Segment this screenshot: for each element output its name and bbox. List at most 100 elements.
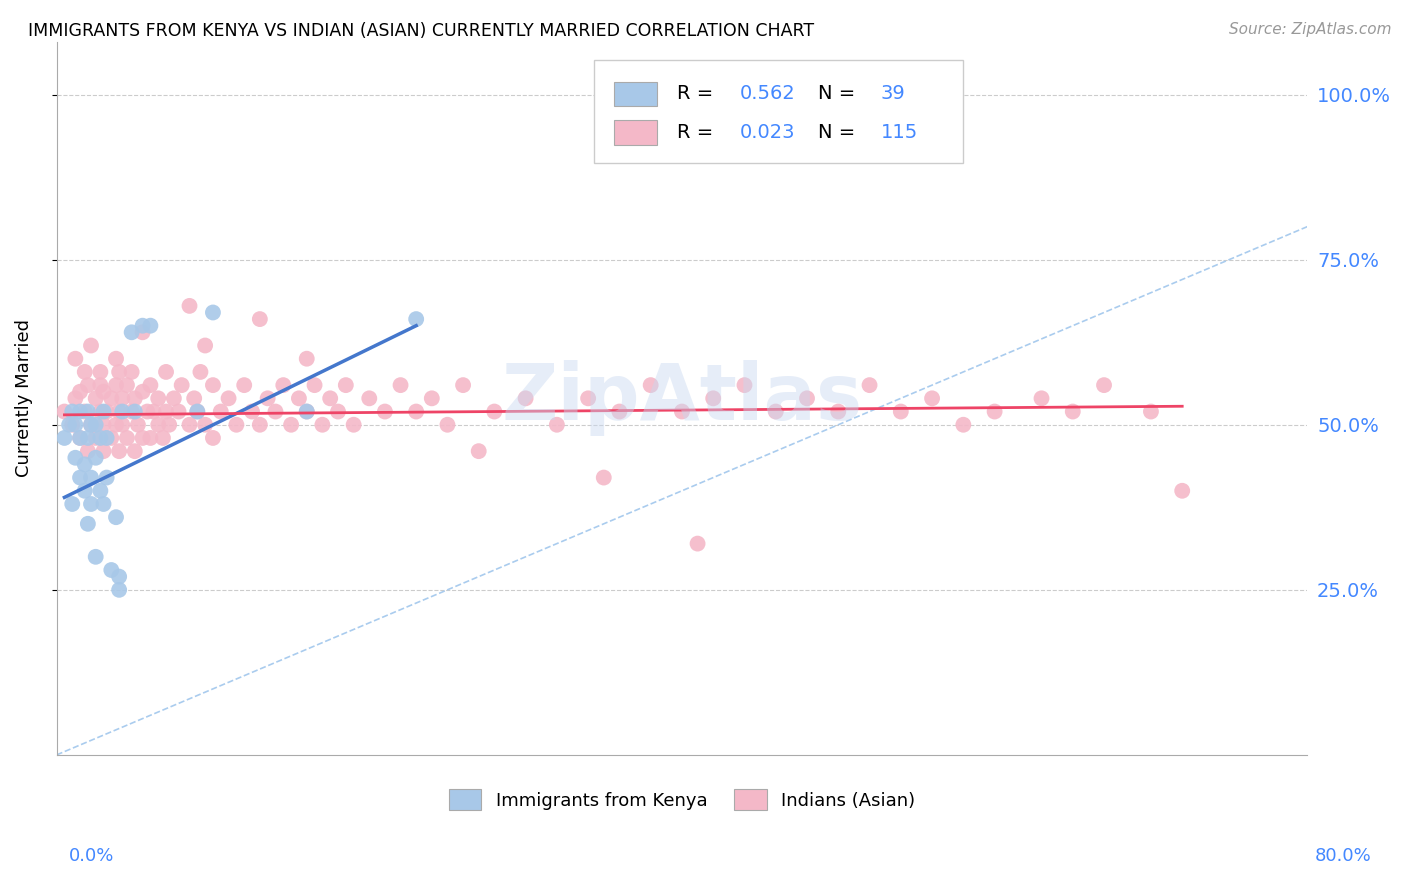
Point	[77, 516, 100, 531]
Point	[108, 569, 131, 583]
Point	[53, 431, 76, 445]
Point	[100, 563, 122, 577]
Point	[108, 404, 131, 418]
Point	[124, 444, 146, 458]
Point	[163, 392, 186, 406]
Point	[53, 404, 76, 418]
Point	[186, 404, 208, 418]
Point	[69, 431, 91, 445]
Point	[131, 384, 153, 399]
Point	[640, 378, 662, 392]
Point	[190, 365, 212, 379]
Point	[89, 365, 111, 379]
Point	[139, 431, 162, 445]
Point	[115, 431, 138, 445]
Point	[157, 417, 180, 432]
Point	[80, 338, 103, 352]
Point	[148, 392, 170, 406]
Point	[201, 378, 224, 392]
Point	[89, 431, 111, 445]
Point	[60, 417, 83, 432]
Point	[295, 404, 318, 418]
Point	[467, 444, 489, 458]
Point	[765, 404, 787, 418]
Point	[952, 417, 974, 432]
Point	[96, 404, 118, 418]
Point	[249, 312, 271, 326]
Point	[256, 392, 278, 406]
Point	[136, 404, 159, 418]
Point	[183, 392, 205, 406]
Point	[89, 483, 111, 498]
Point	[155, 365, 177, 379]
Point	[93, 384, 115, 399]
Point	[702, 392, 724, 406]
Point	[389, 378, 412, 392]
Point	[218, 392, 240, 406]
Point	[84, 417, 107, 432]
Point	[139, 378, 162, 392]
Text: 0.023: 0.023	[740, 123, 794, 142]
Point	[921, 392, 943, 406]
Text: N =: N =	[818, 123, 862, 142]
Y-axis label: Currently Married: Currently Married	[15, 319, 32, 477]
Point	[84, 450, 107, 465]
Point	[1140, 404, 1163, 418]
Point	[84, 392, 107, 406]
Point	[405, 404, 427, 418]
Point	[194, 338, 217, 352]
Point	[858, 378, 880, 392]
Point	[576, 392, 599, 406]
Point	[233, 378, 256, 392]
Point	[194, 417, 217, 432]
Text: IMMIGRANTS FROM KENYA VS INDIAN (ASIAN) CURRENTLY MARRIED CORRELATION CHART: IMMIGRANTS FROM KENYA VS INDIAN (ASIAN) …	[28, 22, 814, 40]
Point	[420, 392, 443, 406]
Point	[295, 351, 318, 366]
Point	[80, 497, 103, 511]
Point	[734, 378, 756, 392]
Point	[69, 404, 91, 418]
Point	[451, 378, 474, 392]
Point	[58, 417, 80, 432]
Point	[201, 431, 224, 445]
Point	[121, 326, 143, 340]
Point	[60, 404, 83, 418]
Point	[1171, 483, 1194, 498]
Point	[484, 404, 506, 418]
Point	[686, 536, 709, 550]
Legend: Immigrants from Kenya, Indians (Asian): Immigrants from Kenya, Indians (Asian)	[441, 782, 922, 817]
Point	[152, 431, 174, 445]
Point	[84, 431, 107, 445]
Point	[65, 392, 87, 406]
Text: R =: R =	[676, 123, 720, 142]
Text: Source: ZipAtlas.com: Source: ZipAtlas.com	[1229, 22, 1392, 37]
Point	[80, 417, 103, 432]
Point	[65, 417, 87, 432]
Point	[121, 404, 143, 418]
Point	[1062, 404, 1084, 418]
Point	[131, 318, 153, 333]
Point	[592, 470, 614, 484]
Point	[170, 378, 193, 392]
Point	[271, 378, 294, 392]
Point	[405, 312, 427, 326]
Text: 0.562: 0.562	[740, 85, 796, 103]
Text: 115: 115	[880, 123, 918, 142]
Point	[335, 378, 357, 392]
Text: R =: R =	[676, 85, 720, 103]
Point	[167, 404, 190, 418]
Point	[142, 404, 165, 418]
Text: 0.0%: 0.0%	[69, 847, 114, 865]
Point	[108, 444, 131, 458]
Point	[77, 378, 100, 392]
Text: 39: 39	[880, 85, 905, 103]
Point	[73, 365, 96, 379]
Point	[100, 392, 122, 406]
Point	[111, 404, 134, 418]
Point	[105, 510, 128, 524]
Point	[105, 378, 128, 392]
Point	[359, 392, 381, 406]
Point	[124, 404, 146, 418]
Point	[80, 470, 103, 484]
Point	[201, 305, 224, 319]
